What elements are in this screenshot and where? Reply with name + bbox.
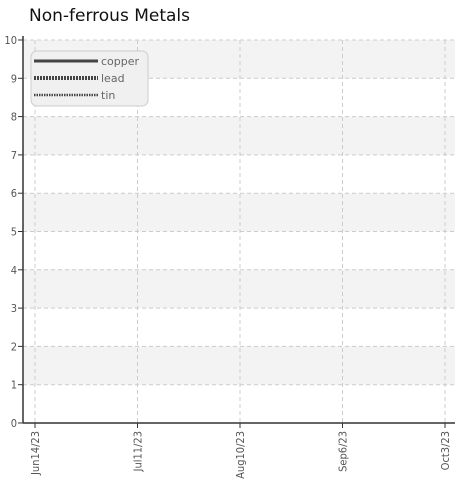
legend-label-tin: tin [101,89,115,102]
grid-lines [23,39,455,423]
x-tick-label: Aug10/23 [234,431,247,479]
y-tick-label: 2 [11,340,17,353]
x-tick-label: Jul11/23 [132,431,145,472]
y-axis-ticks: 0 1 2 3 4 5 6 7 8 9 10 [4,34,23,430]
y-tick-label: 3 [11,302,17,315]
x-tick-label: Jun14/23 [29,431,42,476]
plot-bands [23,40,455,385]
y-tick-label: 10 [4,34,17,47]
y-tick-label: 5 [11,226,17,239]
x-axis-ticks: Jun14/23 Jul11/23 Aug10/23 Sep6/23 Oct3/23 [29,423,452,479]
axes [22,36,455,424]
plot-band [23,346,455,385]
y-tick-label: 1 [11,379,17,392]
y-tick-label: 9 [11,72,17,85]
y-tick-label: 0 [11,417,17,430]
y-tick-label: 8 [11,111,17,124]
legend-label-lead: lead [101,72,125,85]
x-tick-label: Oct3/23 [439,431,452,470]
plot-band [23,116,455,155]
chart-title: Non-ferrous Metals [29,6,191,26]
y-tick-label: 7 [11,149,17,162]
x-tick-label: Sep6/23 [337,431,350,472]
legend-label-copper: copper [101,55,140,68]
legend[interactable]: copper lead tin [30,50,149,107]
plot-band [23,193,455,232]
y-tick-label: 4 [11,264,17,277]
y-tick-label: 6 [11,187,17,200]
plot-band [23,269,455,309]
